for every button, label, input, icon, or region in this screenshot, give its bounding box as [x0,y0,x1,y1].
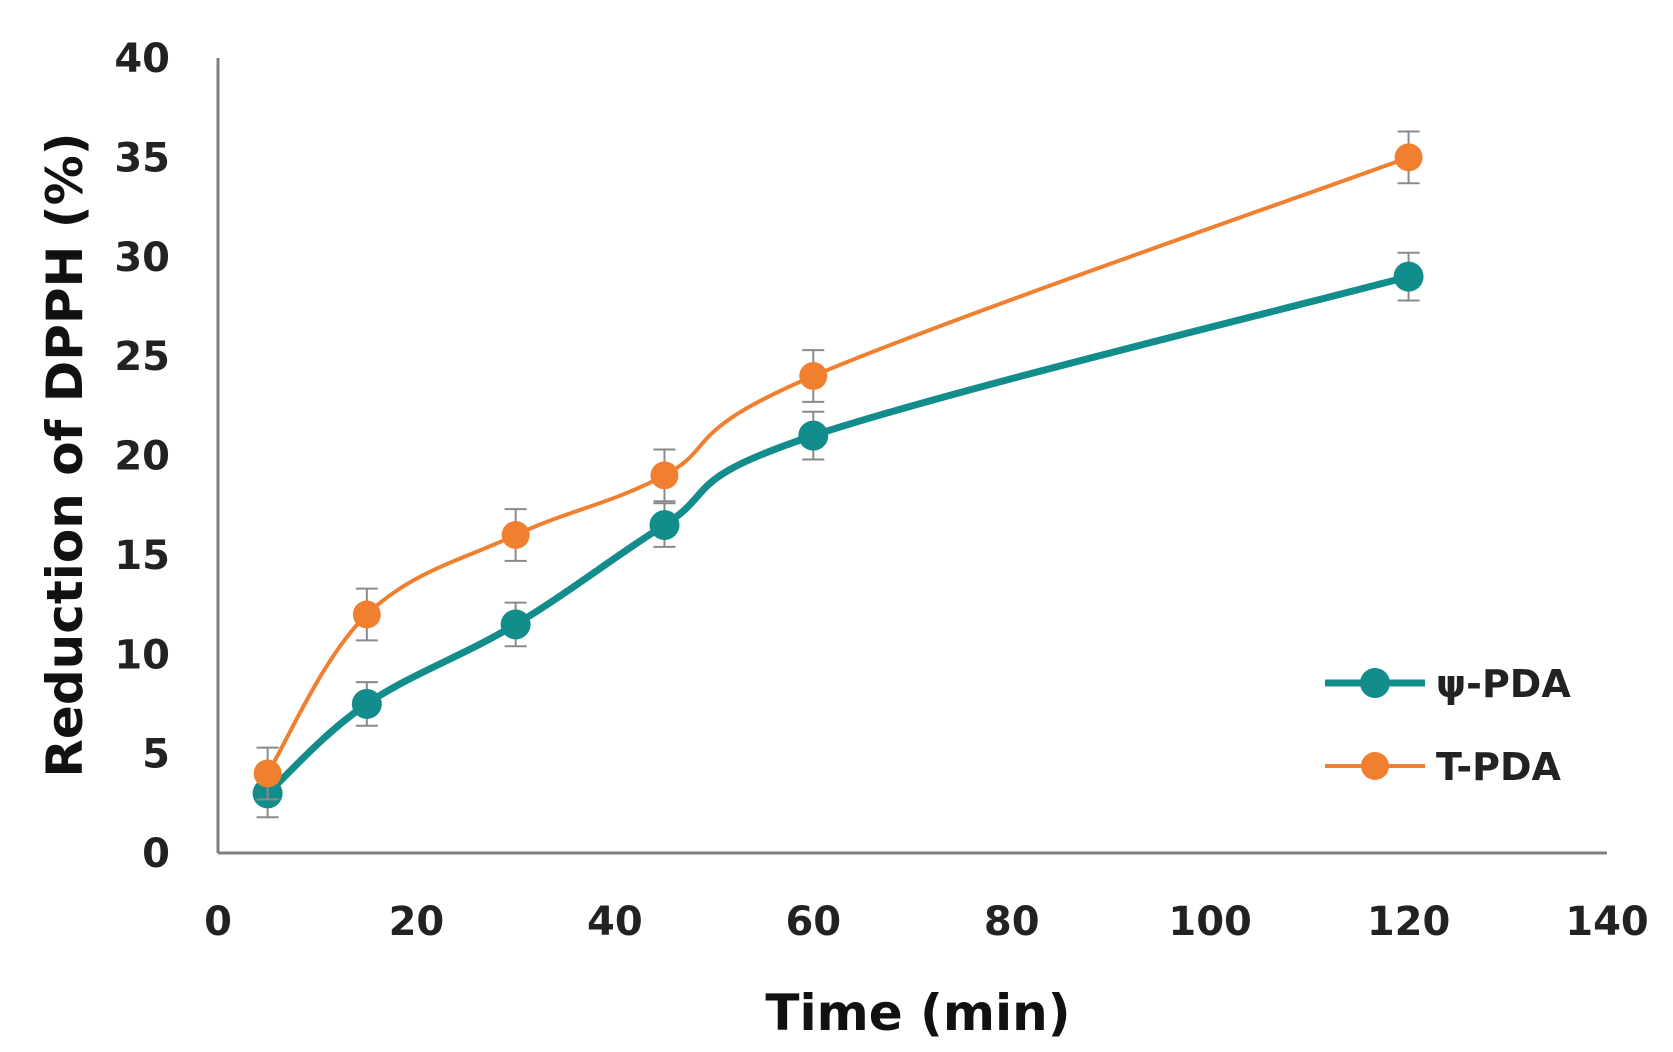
series-ψ-PDA [252,251,1424,819]
y-tick-label: 25 [114,334,170,380]
series-T-PDA [253,130,1423,801]
x-tick-label: 120 [1367,899,1451,945]
data-point [253,759,282,788]
legend-item: T-PDA [1325,745,1562,789]
axes [216,58,1607,855]
x-tick-label: 40 [587,899,643,945]
legend-marker [1361,752,1389,780]
data-point [798,420,829,451]
data-point [1393,261,1424,292]
legend-marker [1360,668,1390,698]
x-tick-label: 0 [204,899,232,945]
data-point [501,521,530,549]
series-layer [252,130,1424,819]
x-tick-labels: 0 20 40 60 80 100 120 140 [204,899,1649,945]
y-tick-label: 30 [114,235,170,281]
data-point [352,600,381,629]
x-tick-label: 80 [984,899,1040,945]
data-point [649,510,680,541]
y-tick-label: 20 [114,434,170,480]
y-tick-label: 40 [114,36,170,82]
x-tick-label: 100 [1168,899,1252,945]
legend: ψ-PDA T-PDA [1325,662,1571,789]
x-tick-label: 140 [1565,899,1649,945]
legend-label: ψ-PDA [1436,662,1571,706]
legend-label: T-PDA [1436,745,1562,789]
data-point [1394,143,1423,172]
x-axis-title: Time (min) [765,984,1070,1042]
series-line [265,155,1411,776]
y-tick-labels: 0 5 10 15 20 25 30 35 40 [114,36,170,877]
data-point [799,362,828,390]
y-tick-label: 0 [142,831,170,877]
y-tick-label: 10 [114,632,170,678]
y-tick-label: 35 [114,135,170,181]
data-point [650,461,679,490]
y-tick-label: 5 [142,732,170,778]
data-point [500,609,531,640]
data-point [351,688,382,719]
legend-item: ψ-PDA [1325,662,1571,706]
y-axis-title: Reduction of DPPH (%) [36,132,94,777]
x-tick-label: 60 [785,899,841,945]
series-line [264,273,1413,797]
x-tick-label: 20 [389,899,445,945]
y-tick-label: 15 [114,533,170,579]
